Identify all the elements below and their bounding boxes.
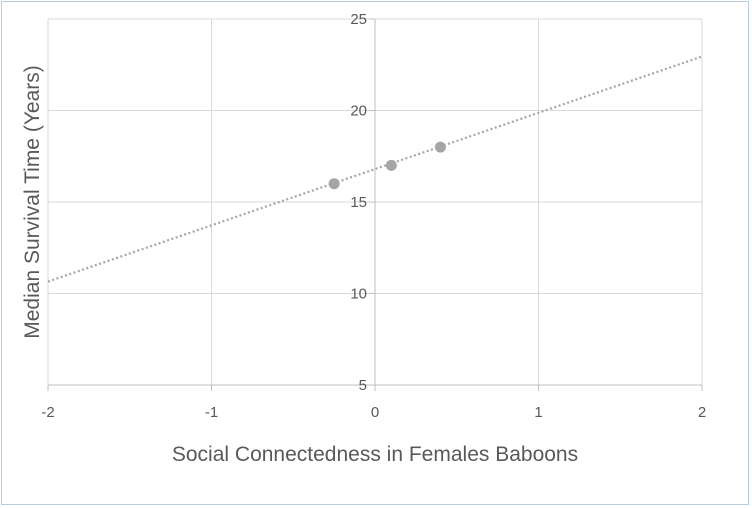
- tick-labels: 5 10 15 20 25 -2 -1 0 1 2: [41, 11, 706, 421]
- trendline: [47, 55, 703, 283]
- y-axis-title: Median Survival Time (Years): [21, 65, 44, 339]
- y-tick-label: 15: [350, 194, 367, 211]
- data-points: [328, 141, 446, 190]
- y-tick-label: 20: [350, 103, 367, 120]
- x-tick-label: -1: [205, 404, 218, 421]
- trendline-layer: [47, 55, 703, 283]
- y-tick-label: 5: [359, 377, 367, 394]
- data-point: [328, 178, 340, 190]
- axes: [47, 18, 703, 391]
- x-tick-label: 1: [534, 404, 542, 421]
- x-axis-title: Social Connectedness in Females Baboons: [172, 443, 578, 466]
- x-tick-label: -2: [41, 404, 54, 421]
- x-tick-label: 2: [698, 404, 706, 421]
- data-point: [434, 141, 446, 153]
- data-point: [385, 159, 397, 171]
- gridlines: [47, 18, 703, 385]
- y-tick-label: 10: [350, 286, 367, 303]
- y-tick-label: 25: [350, 11, 367, 28]
- x-tick-label: 0: [371, 404, 379, 421]
